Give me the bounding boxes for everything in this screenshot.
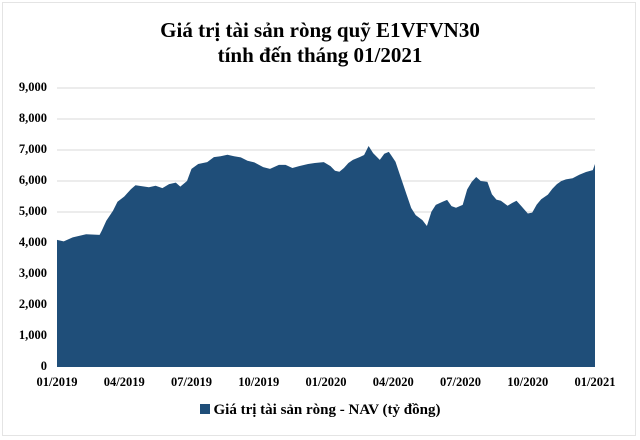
x-tick-label: 04/2020 — [372, 375, 414, 389]
y-tick-label: 7,000 — [18, 142, 47, 156]
chart-subtitle: tính đến tháng 01/2021 — [217, 43, 423, 67]
y-tick-label: 9,000 — [18, 80, 47, 94]
legend: Giá trị tài sản ròng - NAV (tỷ đồng) — [0, 402, 640, 419]
x-tick-label: 04/2019 — [103, 375, 145, 389]
y-tick-label: 3,000 — [18, 266, 47, 280]
x-tick-label: 10/2020 — [507, 375, 549, 389]
y-tick-label: 4,000 — [18, 235, 47, 249]
x-tick-label: 01/2020 — [305, 375, 347, 389]
nav-area-series — [57, 146, 595, 367]
legend-label: Giá trị tài sản ròng - NAV (tỷ đồng) — [213, 402, 441, 418]
x-tick-label: 01/2021 — [574, 375, 616, 389]
y-tick-label: 8,000 — [18, 111, 47, 125]
y-tick-label: 0 — [40, 359, 47, 373]
y-tick-label: 2,000 — [18, 297, 47, 311]
y-tick-label: 1,000 — [18, 328, 47, 342]
chart-title: Giá trị tài sản ròng quỹ E1VFVN30 — [160, 18, 480, 42]
x-tick-label: 07/2019 — [171, 375, 212, 389]
x-tick-label: 10/2019 — [238, 375, 280, 389]
x-tick-label: 07/2020 — [440, 375, 481, 389]
y-tick-label: 5,000 — [18, 204, 47, 218]
y-tick-label: 6,000 — [18, 173, 47, 187]
legend-swatch-icon — [199, 404, 210, 414]
x-tick-label: 01/2019 — [36, 375, 78, 389]
